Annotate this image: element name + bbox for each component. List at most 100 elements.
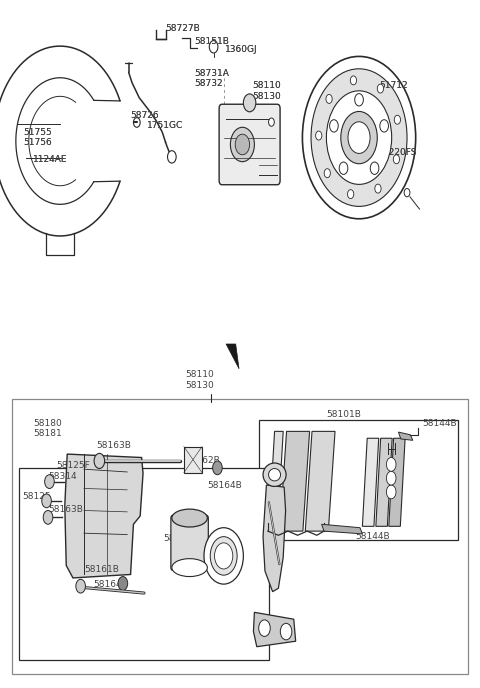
Ellipse shape [269,469,280,481]
Text: 1751GC: 1751GC [147,121,184,131]
Circle shape [339,162,348,174]
Circle shape [243,94,256,111]
Polygon shape [269,431,283,531]
Polygon shape [322,524,362,534]
Text: 58732: 58732 [194,79,223,89]
Circle shape [386,485,396,499]
Circle shape [386,458,396,471]
Text: 58130: 58130 [185,380,214,390]
Circle shape [316,131,322,140]
Text: 58110: 58110 [252,81,281,91]
Polygon shape [305,431,335,531]
Text: 58101B: 58101B [326,410,361,420]
Text: 58180: 58180 [34,418,62,428]
Ellipse shape [210,537,237,575]
Circle shape [230,127,254,162]
Text: 51756: 51756 [23,138,52,147]
Ellipse shape [172,559,207,577]
Circle shape [302,56,416,219]
Text: 58125F: 58125F [57,461,90,471]
Text: 58727B: 58727B [166,24,200,34]
Text: 58161B: 58161B [84,565,119,574]
Polygon shape [226,344,239,369]
Circle shape [326,91,392,184]
Ellipse shape [263,463,286,486]
Text: 58110: 58110 [252,81,281,91]
Text: 1124AE: 1124AE [33,155,67,164]
Circle shape [341,111,377,164]
Text: 58130: 58130 [252,92,281,101]
Circle shape [370,162,379,174]
Circle shape [133,118,140,127]
Circle shape [213,461,222,475]
Circle shape [377,84,384,93]
Text: 51712: 51712 [379,81,408,91]
Circle shape [42,494,51,508]
Circle shape [326,94,332,103]
Circle shape [350,76,357,85]
Circle shape [324,169,330,178]
Circle shape [118,577,128,590]
Circle shape [311,69,407,206]
Text: 58125: 58125 [23,492,51,502]
Text: 51756: 51756 [23,138,52,147]
Polygon shape [389,438,405,526]
Text: 1751GC: 1751GC [147,121,184,131]
Circle shape [348,190,354,199]
Text: 58163B: 58163B [96,441,131,451]
Text: 58110: 58110 [185,370,214,380]
Bar [184,447,202,473]
Text: 58181: 58181 [34,429,62,438]
Text: 58731A: 58731A [194,69,229,78]
Text: 58151B: 58151B [194,36,229,46]
Circle shape [168,151,176,163]
Text: 58151B: 58151B [194,36,229,46]
Text: 1360GJ: 1360GJ [225,45,257,54]
Text: 58164B: 58164B [207,480,242,490]
Text: 58144B: 58144B [355,532,390,541]
Circle shape [330,120,338,132]
Text: 58163B: 58163B [48,504,83,514]
Polygon shape [398,432,413,440]
Text: 58113: 58113 [185,546,214,555]
Circle shape [393,155,399,164]
Circle shape [43,510,53,524]
Ellipse shape [172,509,207,527]
Text: 58144B: 58144B [422,418,457,428]
Text: 58731A: 58731A [194,69,229,78]
Circle shape [94,453,105,469]
Bar [12,399,468,674]
Circle shape [380,120,388,132]
Bar [259,420,458,540]
Text: 58112: 58112 [163,533,192,543]
Circle shape [355,94,363,106]
Text: 58130: 58130 [252,92,281,101]
Circle shape [235,134,250,155]
Text: 58114A: 58114A [199,557,234,567]
Text: 58727B: 58727B [166,24,200,34]
Circle shape [375,184,381,193]
Text: 58164B: 58164B [94,580,128,590]
Circle shape [280,623,292,640]
Text: 1124AE: 1124AE [33,155,67,164]
Polygon shape [253,612,296,647]
Text: 51755: 51755 [23,127,52,137]
Text: 51712: 51712 [379,81,408,91]
Polygon shape [376,438,392,526]
Circle shape [386,471,396,485]
Text: 1220FS: 1220FS [384,148,418,158]
Text: 58726: 58726 [131,111,159,120]
Circle shape [404,189,410,197]
Circle shape [394,116,400,125]
Text: 1220FS: 1220FS [384,148,418,158]
Ellipse shape [204,528,243,584]
Circle shape [348,122,370,153]
Circle shape [45,475,54,488]
Text: 58732: 58732 [194,79,223,89]
Bar [19,468,269,660]
Text: 58162B: 58162B [185,456,219,466]
Text: 51755: 51755 [23,127,52,137]
Polygon shape [362,438,379,526]
FancyBboxPatch shape [171,515,208,570]
FancyBboxPatch shape [219,104,280,184]
